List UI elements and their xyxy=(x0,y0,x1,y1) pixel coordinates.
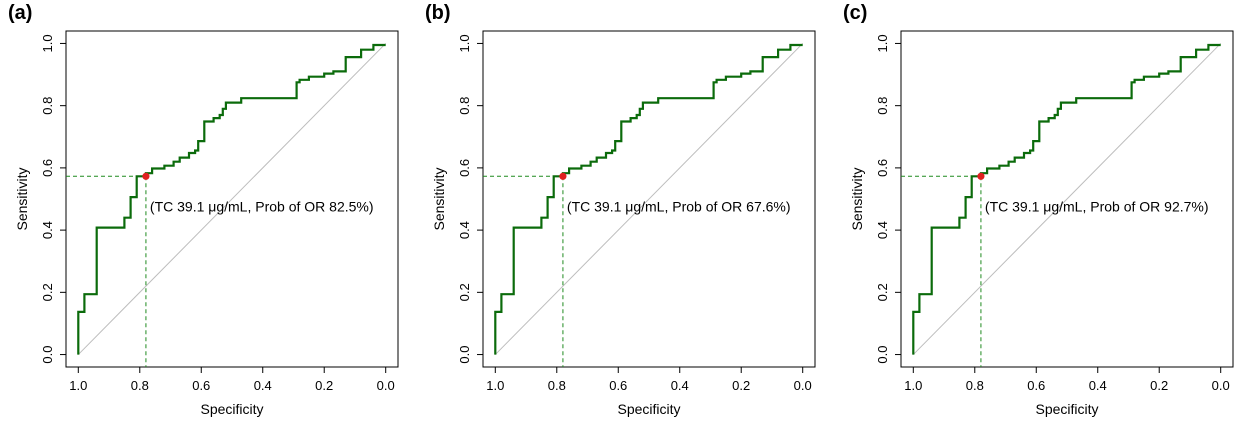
y-tick-label: 0.8 xyxy=(457,97,472,115)
chart-panel-b: (b) 1.0 0.8 0.6 0.4 0.2 0.0 0.0 0.2 0.4 0.6 0.8 1.0… xyxy=(417,0,831,427)
cutoff-point xyxy=(142,172,150,180)
panel-label: (c) xyxy=(843,2,868,24)
y-tick-label: 1.0 xyxy=(875,34,890,52)
roc-curve xyxy=(77,43,386,355)
y-tick-label: 0.6 xyxy=(875,159,890,177)
cutoff-point xyxy=(977,172,985,180)
x-tick-label: 0.2 xyxy=(1150,378,1168,393)
reference-diagonal xyxy=(494,43,804,355)
x-tick-label: 1.0 xyxy=(486,378,504,393)
x-tick-label: 0.8 xyxy=(966,378,984,393)
x-axis-label: Specificity xyxy=(617,401,680,417)
x-tick-label: 0.8 xyxy=(131,378,149,393)
y-tick-label: 0.2 xyxy=(875,283,890,301)
roc-curve xyxy=(912,43,1221,355)
cutoff-annotation: (TC 39.1 μg/mL, Prob of OR 82.5%) xyxy=(150,198,374,214)
x-tick-label: 1.0 xyxy=(904,378,922,393)
y-tick-label: 0.2 xyxy=(457,283,472,301)
y-tick-label: 1.0 xyxy=(40,34,55,52)
y-axis-label: Sensitivity xyxy=(14,167,30,230)
x-tick-label: 0.6 xyxy=(1027,378,1045,393)
y-axis-label: Sensitivity xyxy=(431,167,447,230)
roc-plot: 1.0 0.8 0.6 0.4 0.2 0.0 0.0 0.2 0.4 0.6 0.8 1.0 Spec… xyxy=(849,30,1234,417)
cutoff-point xyxy=(559,172,567,180)
chart-panel-a: (a) 1.0 0.8 0.6 0.4 0.2 0.0 0.0 0.2 0.4 0.6 0.8 1.0… xyxy=(0,0,414,427)
x-axis-label: Specificity xyxy=(1035,401,1098,417)
plot-frame xyxy=(65,30,399,368)
y-tick-label: 0.4 xyxy=(875,221,890,239)
panel-label: (a) xyxy=(8,2,33,24)
y-tick-label: 0.0 xyxy=(40,346,55,364)
x-tick-label: 0.6 xyxy=(192,378,210,393)
y-tick-label: 0.0 xyxy=(457,346,472,364)
plot-frame xyxy=(900,30,1234,368)
y-tick-label: 0.4 xyxy=(40,221,55,239)
y-axis-label: Sensitivity xyxy=(849,167,865,230)
y-tick-label: 0.0 xyxy=(875,346,890,364)
x-tick-label: 0.0 xyxy=(377,378,395,393)
x-tick-label: 0.6 xyxy=(609,378,627,393)
reference-diagonal xyxy=(912,43,1222,355)
panel-label: (b) xyxy=(425,2,451,24)
y-tick-label: 0.6 xyxy=(40,159,55,177)
cutoff-annotation: (TC 39.1 μg/mL, Prob of OR 67.6%) xyxy=(567,198,791,214)
x-tick-label: 0.4 xyxy=(671,378,689,393)
y-tick-label: 0.2 xyxy=(40,283,55,301)
x-tick-label: 0.0 xyxy=(794,378,812,393)
x-tick-label: 1.0 xyxy=(69,378,87,393)
roc-plot: 1.0 0.8 0.6 0.4 0.2 0.0 0.0 0.2 0.4 0.6 0.8 1.0 Spec… xyxy=(14,30,399,417)
y-tick-label: 0.4 xyxy=(457,221,472,239)
chart-panel-c: (c) 1.0 0.8 0.6 0.4 0.2 0.0 0.0 0.2 0.4 0.6 0.8 1.0… xyxy=(835,0,1243,427)
roc-plot: 1.0 0.8 0.6 0.4 0.2 0.0 0.0 0.2 0.4 0.6 0.8 1.0 Spec… xyxy=(431,30,816,417)
y-tick-label: 0.8 xyxy=(40,97,55,115)
cutoff-annotation: (TC 39.1 μg/mL, Prob of OR 92.7%) xyxy=(985,198,1209,214)
x-tick-label: 0.2 xyxy=(732,378,750,393)
plot-frame xyxy=(482,30,816,368)
x-tick-label: 0.4 xyxy=(254,378,272,393)
x-tick-label: 0.2 xyxy=(315,378,333,393)
x-tick-label: 0.8 xyxy=(548,378,566,393)
y-tick-label: 0.6 xyxy=(457,159,472,177)
y-tick-label: 1.0 xyxy=(457,34,472,52)
x-tick-label: 0.4 xyxy=(1089,378,1107,393)
x-axis-label: Specificity xyxy=(200,401,263,417)
x-tick-label: 0.0 xyxy=(1212,378,1230,393)
reference-diagonal xyxy=(77,43,387,355)
roc-curve xyxy=(494,43,803,355)
y-tick-label: 0.8 xyxy=(875,97,890,115)
